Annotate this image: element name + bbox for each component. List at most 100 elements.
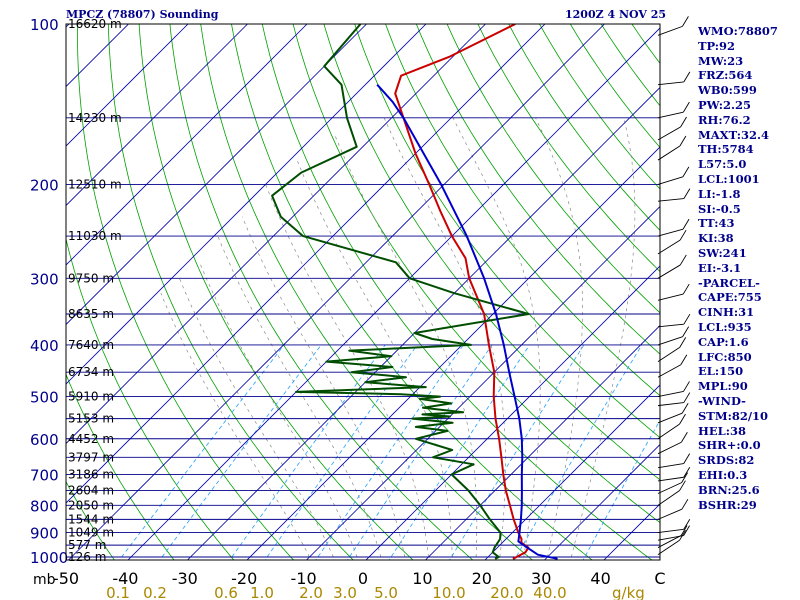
- dry-adiabat-line: [477, 24, 660, 273]
- dry-adiabat-line: [231, 24, 593, 560]
- wind-barb-flag: [682, 283, 690, 295]
- wind-barb-flag: [683, 467, 691, 478]
- wind-barb: [657, 239, 681, 255]
- sounding-index-line: EL:150: [698, 364, 744, 379]
- mixing-ratio-line: [388, 344, 531, 560]
- sounding-index-line: STM:82/10: [698, 408, 769, 423]
- height-label: 577 m: [68, 538, 106, 552]
- moist-adiabat-line: [241, 216, 406, 558]
- isotherm-line: [543, 443, 660, 560]
- height-label: 7640 m: [68, 338, 114, 352]
- sounding-index-line: CINH:31: [698, 305, 755, 320]
- isotherm-line: [67, 24, 606, 560]
- isotherm-line: [305, 205, 660, 560]
- wind-barb: [657, 490, 680, 506]
- pressure-tick-label: 600: [30, 431, 59, 449]
- temperature-trace: [394, 24, 530, 560]
- sounding-index-line: HEL:38: [698, 423, 746, 438]
- mixing-ratio-label: 0.6: [214, 584, 238, 600]
- wind-barb: [657, 412, 683, 424]
- mixing-ratio-label: 5.0: [374, 584, 398, 600]
- isotherm-line: [365, 265, 660, 560]
- dry-adiabat-line: [415, 24, 660, 355]
- sounding-index-line: SHR+:0.0: [698, 438, 761, 453]
- sounding-index-line: CAP:1.6: [698, 334, 749, 349]
- parcel-trace: [376, 84, 558, 560]
- mixing-ratio-label: 1.0: [250, 584, 274, 600]
- moist-adiabat-line: [570, 117, 636, 558]
- height-label: 1544 m: [68, 512, 114, 526]
- temperature-tick-label: -10: [291, 569, 317, 588]
- mixing-ratio-line: [347, 344, 493, 560]
- wind-barb-flag: [680, 525, 688, 536]
- mixing-ratio-line: [159, 344, 322, 560]
- wind-barb: [657, 323, 684, 328]
- wind-barb: [657, 535, 682, 548]
- wind-barb-flag: [681, 472, 689, 483]
- sounding-index-line: TH:5784: [698, 142, 754, 157]
- temperature-tick-label: 20: [472, 569, 492, 588]
- isotherm-line: [66, 24, 249, 207]
- sounding-traces: [271, 24, 558, 560]
- wind-barb: [657, 336, 683, 346]
- isotherm-line: [66, 24, 487, 445]
- dry-adiabat-line: [323, 24, 660, 481]
- wind-barb: [657, 463, 684, 469]
- sounding-index-line: -WIND-: [698, 393, 746, 408]
- wind-barbs: [657, 16, 691, 556]
- wind-barb-flag: [683, 313, 691, 325]
- mixing-ratio-label: 20.0: [490, 584, 523, 600]
- mixing-ratio-label: 0.2: [143, 584, 167, 600]
- sounding-index-line: TP:92: [698, 38, 736, 53]
- height-label: 5910 m: [68, 390, 114, 404]
- plot-frame: [65, 23, 661, 561]
- pressure-tick-label: 400: [30, 337, 59, 355]
- temperature-tick-label: C: [654, 569, 665, 588]
- temperature-tick-label: -30: [172, 569, 198, 588]
- wind-barb: [657, 508, 683, 520]
- wind-barb-flag: [683, 392, 691, 403]
- dewpoint-trace: [271, 24, 530, 560]
- sounding-index-line: LCL:935: [698, 319, 752, 334]
- background-grid: [66, 24, 660, 560]
- wind-barb-flag: [680, 116, 687, 128]
- wind-barb: [657, 423, 680, 440]
- temperature-tick-label: -40: [112, 569, 138, 588]
- height-label: 4452 m: [68, 432, 114, 446]
- pressure-tick-label: 200: [30, 176, 59, 194]
- height-label: 1049 m: [68, 526, 114, 540]
- wind-barb-flag: [679, 254, 687, 266]
- wind-barb-flag: [683, 188, 691, 199]
- sounding-index-line: MW:23: [698, 53, 744, 68]
- wind-barb-flag: [681, 498, 689, 510]
- isotherm-line: [127, 27, 660, 560]
- pressure-tick-label: 500: [30, 389, 59, 407]
- wind-barb: [657, 476, 684, 482]
- sounding-index-line: LI:-1.8: [698, 186, 741, 201]
- moist-adiabat-line: [383, 117, 506, 558]
- sounding-index-line: -PARCEL-: [698, 275, 760, 290]
- sounding-index-line: L57:5.0: [698, 157, 747, 172]
- wind-barb: [657, 539, 680, 556]
- wind-barb-flag: [683, 381, 690, 392]
- mixing-ratio-label: 2.0: [299, 584, 323, 600]
- wind-barb-flag: [679, 480, 686, 491]
- height-label: 5153 m: [68, 412, 114, 426]
- mixing-ratio-line: [449, 344, 585, 560]
- isotherm-line: [66, 24, 189, 147]
- dry-adiabat-line: [77, 24, 295, 560]
- sounding-index-line: WMO:78807: [698, 24, 778, 38]
- sounding-index-line: BRN:25.6: [698, 482, 760, 497]
- sounding-index-line: MPL:90: [698, 379, 748, 394]
- isotherm-line: [66, 24, 368, 326]
- mixing-unit-label: g/kg: [612, 584, 645, 600]
- sounding-index-line: SRDS:82: [698, 453, 755, 468]
- moist-adiabat-line: [535, 117, 583, 558]
- wind-barb: [657, 176, 683, 185]
- wind-barb-flag: [682, 16, 689, 27]
- height-label: 2604 m: [68, 483, 114, 497]
- wind-barb-flag: [681, 402, 689, 414]
- isotherm-line: [66, 24, 546, 504]
- mixing-ratio-line: [582, 419, 660, 560]
